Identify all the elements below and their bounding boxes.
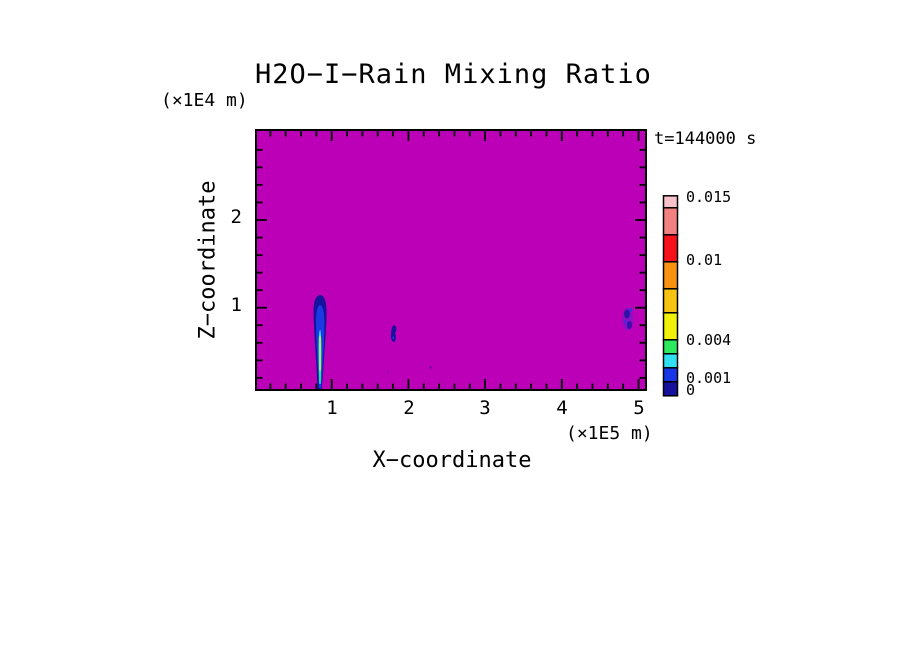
y-tick-label-1: 1 [230, 294, 242, 316]
right-cell-core-upper [624, 309, 630, 319]
tiny-speck-b [387, 371, 389, 373]
colorbar [662, 195, 679, 397]
colorbar-segment [662, 381, 679, 397]
colorbar-label-001: 0.01 [686, 251, 723, 269]
rain-shaft-green-core [319, 370, 321, 382]
colorbar-segment [662, 234, 679, 263]
right-cell-speck-a [629, 308, 633, 312]
x-tick-label-2: 2 [403, 397, 415, 419]
colorbar-segment [662, 207, 679, 236]
small-cell-feature [390, 325, 397, 342]
y-tick-label-2: 2 [230, 206, 242, 228]
axis-ticks-group [257, 131, 645, 389]
x-tick-label-1: 1 [326, 397, 338, 419]
rain-shaft-feature [313, 295, 327, 389]
colorbar-label-0015: 0.015 [686, 188, 732, 206]
colorbar-label-0001: 0.001 [686, 369, 732, 387]
tiny-speck-a [429, 366, 432, 369]
colorbar-label-0: 0 [686, 381, 696, 399]
time-annotation: t=144000 s [654, 129, 757, 149]
colorbar-segment [662, 353, 679, 369]
right-edge-cell-feature [622, 307, 634, 331]
colorbar-segment [662, 261, 679, 290]
colorbar-segment [662, 339, 679, 355]
plot-area [255, 129, 647, 391]
colorbar-segment [662, 195, 679, 209]
y-axis-title: Z−coordinate [195, 180, 221, 340]
small-cell-blue-speck [392, 336, 395, 340]
y-axis-unit-label: (×1E4 m) [161, 90, 248, 111]
x-tick-label-3: 3 [479, 397, 491, 419]
x-axis-title: X−coordinate [372, 448, 532, 473]
x-axis-unit-label: (×1E5 m) [566, 423, 653, 444]
plot-title: H2O−I−Rain Mixing Ratio [255, 59, 652, 90]
colorbar-segment [662, 312, 679, 341]
right-cell-core-lower [627, 321, 632, 329]
plot-overlay [257, 131, 645, 389]
small-cell-navy-blob [390, 325, 397, 342]
colorbar-segment [662, 367, 679, 383]
colorbar-label-0004: 0.004 [686, 331, 732, 349]
colorbar-segment [662, 288, 679, 314]
right-cell-speck-b [624, 320, 627, 324]
x-tick-label-5: 5 [633, 397, 645, 419]
rain-shaft-yellow-core [319, 336, 321, 371]
x-tick-label-4: 4 [556, 397, 568, 419]
